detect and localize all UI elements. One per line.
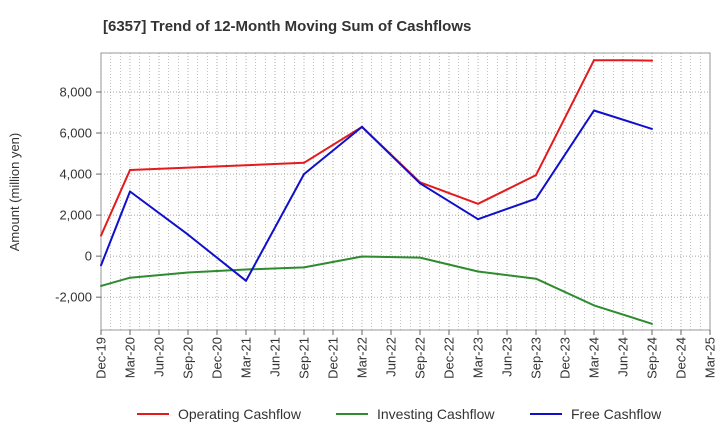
operating-cashflow-point — [303, 161, 305, 164]
x-tick-label: Mar-20 — [123, 337, 138, 378]
x-tick-label: Sep-23 — [529, 337, 544, 379]
x-tick-label: Mar-23 — [471, 337, 486, 378]
investing-cashflow-point — [303, 266, 305, 269]
investing-cashflow-point — [187, 271, 189, 274]
y-axis-ticks: -2,000 0 2,000 4,000 6,000 8,000 — [55, 84, 101, 305]
investing-cashflow-point — [245, 268, 247, 271]
operating-cashflow-point — [651, 59, 653, 62]
free-cashflow-point — [187, 233, 189, 236]
investing-cashflow-point — [477, 270, 479, 273]
x-tick-label: Sep-20 — [181, 337, 196, 379]
x-tick-label: Sep-24 — [645, 337, 660, 379]
x-tick-label: Mar-22 — [355, 337, 370, 378]
investing-cashflow-point — [129, 276, 131, 279]
free-cashflow-point — [651, 127, 653, 130]
free-cashflow-point — [477, 218, 479, 221]
free-cashflow-point — [419, 182, 421, 185]
plot-area — [100, 52, 711, 331]
x-tick-label: Jun-21 — [268, 337, 283, 377]
x-tick-label: Mar-24 — [587, 337, 602, 378]
free-cashflow-point — [535, 197, 537, 200]
grid-layer — [100, 53, 711, 330]
legend-label-operating-cashflow: Operating Cashflow — [178, 406, 302, 422]
x-tick-label: Jun-22 — [384, 337, 399, 377]
series-layer — [100, 59, 653, 325]
x-tick-label: Dec-24 — [674, 337, 689, 379]
y-axis-label: Amount (million yen) — [7, 133, 22, 252]
investing-cashflow-point — [535, 277, 537, 280]
free-cashflow-point — [245, 279, 247, 282]
y-tick-label: -2,000 — [55, 290, 92, 305]
x-tick-label: Mar-21 — [239, 337, 254, 378]
operating-cashflow-point — [129, 168, 131, 171]
free-cashflow-point — [129, 190, 131, 193]
free-cashflow-point — [361, 125, 363, 128]
x-tick-label: Jun-20 — [152, 337, 167, 377]
y-tick-label: 4,000 — [59, 167, 92, 182]
legend-label-investing-cashflow: Investing Cashflow — [377, 406, 495, 422]
x-tick-label: Sep-22 — [413, 337, 428, 379]
operating-cashflow-line — [100, 59, 653, 237]
free-cashflow-point — [593, 109, 595, 112]
operating-cashflow-point — [535, 174, 537, 177]
x-tick-label: Dec-19 — [94, 337, 109, 379]
investing-cashflow-point — [651, 322, 653, 325]
x-tick-label: Dec-23 — [558, 337, 573, 379]
x-axis-ticks: Dec-19 Mar-20 Jun-20 Sep-20 Dec-20 Mar-21 Jun-… — [94, 330, 718, 379]
x-tick-label: Dec-21 — [326, 337, 341, 379]
operating-cashflow-point — [593, 59, 595, 62]
y-tick-label: 6,000 — [59, 126, 92, 141]
operating-cashflow-point — [477, 202, 479, 205]
investing-cashflow-point — [361, 255, 363, 258]
x-tick-label: Dec-22 — [442, 337, 457, 379]
x-tick-label: Mar-25 — [703, 337, 718, 378]
y-tick-label: 0 — [85, 249, 92, 264]
y-tick-label: 2,000 — [59, 208, 92, 223]
y-tick-label: 8,000 — [59, 84, 92, 99]
operating-cashflow-point — [622, 59, 624, 62]
investing-cashflow-point — [419, 256, 421, 259]
investing-cashflow-point — [593, 304, 595, 307]
free-cashflow-point — [303, 173, 305, 176]
x-tick-label: Jun-24 — [616, 337, 631, 377]
x-tick-label: Dec-20 — [210, 337, 225, 379]
x-tick-label: Sep-21 — [297, 337, 312, 379]
free-cashflow-point — [100, 264, 102, 267]
x-tick-label: Jun-23 — [500, 337, 515, 377]
legend: Operating Cashflow Investing Cashflow Free… — [137, 406, 662, 422]
investing-cashflow-point — [100, 284, 102, 287]
legend-label-free-cashflow: Free Cashflow — [571, 406, 662, 422]
operating-cashflow-point — [100, 234, 102, 237]
chart-title: [6357] Trend of 12-Month Moving Sum of C… — [103, 18, 471, 35]
